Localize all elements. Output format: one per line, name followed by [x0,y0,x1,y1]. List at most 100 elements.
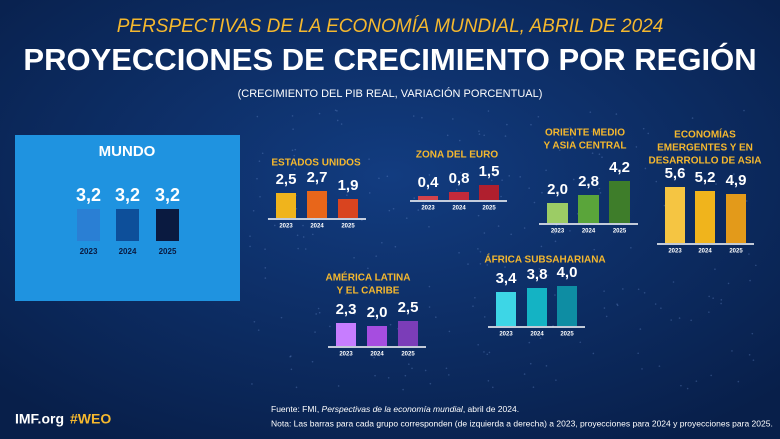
panel-title: MUNDO [99,143,156,160]
panel-title: ECONOMÍAS [674,128,736,141]
map-dot [374,311,376,314]
map-dot [388,209,391,212]
map-dot [292,128,294,130]
map-dot [336,110,338,112]
map-dot [637,352,639,355]
value-label: 2,5 [276,171,297,188]
map-dot [569,126,571,129]
map-dot [554,294,556,296]
map-dot [252,209,255,212]
map-dot [405,217,408,219]
map-dot [745,200,748,202]
map-dot [451,179,453,181]
map-dot [291,149,294,152]
value-label: 3,2 [155,185,180,205]
map-dot [519,176,522,178]
value-label: 3,2 [115,185,140,205]
map-dot [500,195,502,198]
map-dot [733,173,735,175]
panel-title: ÁFRICA SUBSAHARIANA [484,253,605,266]
map-dot [474,296,476,299]
map-dot [686,135,689,138]
map-dot [381,241,383,244]
map-dot [293,168,296,170]
map-dot [573,133,576,135]
map-dot [751,332,754,335]
map-dot [483,232,486,234]
bar [665,187,685,243]
value-label: 1,9 [338,177,359,194]
map-dot [528,341,531,344]
value-label: 2,3 [336,301,357,318]
map-dot [304,248,307,250]
map-dot [670,319,672,321]
year-label: 2024 [119,247,137,256]
map-dot [353,256,355,259]
map-dot [663,204,666,207]
map-dot [720,299,723,301]
year-label: 2024 [698,249,712,255]
year-label: 2025 [159,247,177,256]
year-label: 2023 [279,224,293,230]
value-label: 0,4 [418,174,440,191]
map-dot [658,365,661,367]
map-dot [448,330,451,333]
note: Nota: Las barras para cada grupo corresp… [271,418,773,428]
map-dot [538,267,541,270]
map-dot [647,132,650,135]
map-dot [311,360,314,363]
value-label: 5,6 [665,165,686,182]
map-dot [504,266,506,268]
bar [449,192,469,200]
map-dot [601,156,603,159]
panel-title: ORIENTE MEDIO [545,128,625,139]
map-dot [491,386,494,389]
map-dot [280,316,283,319]
map-dot [654,303,657,305]
map-dot [412,115,415,117]
map-dot [678,317,681,319]
map-dot [690,319,692,322]
bar [726,194,746,243]
panel-title: Y ASIA CENTRAL [544,141,627,152]
value-label: 4,9 [726,172,747,189]
map-dot [290,368,293,371]
map-dot [458,251,460,254]
bar [336,323,356,346]
map-dot [486,264,489,266]
source-part: Fuente: FMI, [271,404,322,414]
map-dot [635,146,638,148]
map-dot [367,267,369,270]
year-label: 2025 [401,352,415,358]
map-dot [291,115,294,117]
map-dot [264,277,267,279]
map-dot [529,362,532,365]
bar [338,199,358,218]
map-dot [545,365,548,367]
value-label: 4,2 [609,159,630,176]
map-dot [424,369,427,372]
map-dot [259,195,261,198]
map-dot [486,353,489,356]
map-dot [528,187,530,189]
bar [695,191,715,243]
map-dot [296,234,299,237]
map-dot [687,149,690,152]
value-label: 3,2 [76,185,101,205]
map-dot [417,209,420,211]
map-dot [558,149,561,151]
map-dot [477,343,479,346]
map-dot [553,232,556,235]
map-dot [488,351,491,354]
map-dot [569,230,571,232]
bar [578,195,599,223]
value-label: 2,8 [578,173,599,190]
map-dot [506,123,508,126]
value-label: 2,0 [367,304,388,321]
map-dot [432,207,434,209]
value-label: 0,8 [449,170,470,187]
map-dot [483,316,486,318]
map-dot [755,264,757,267]
map-dot [488,253,491,256]
map-dot [592,352,595,355]
